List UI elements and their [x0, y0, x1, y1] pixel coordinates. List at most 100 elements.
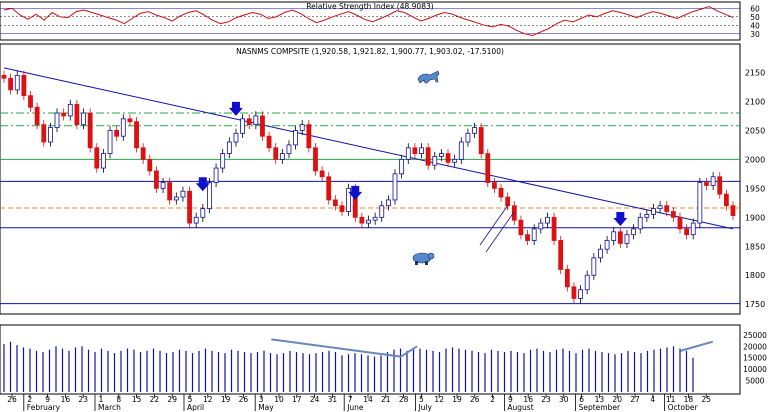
day-tick-label: 2: [490, 395, 495, 404]
day-tick-label: 26: [239, 395, 249, 404]
candlestick: [107, 125, 113, 159]
volume-trend-line: [271, 338, 402, 358]
day-tick-label: 13: [595, 395, 605, 404]
candlestick: [478, 122, 484, 159]
day-tick-label: 11: [666, 395, 676, 404]
rsi-tick-label: 30: [750, 30, 760, 39]
candlestick: [604, 235, 610, 254]
candlestick: [47, 122, 53, 147]
candlestick: [253, 111, 259, 130]
trendline: [3, 67, 734, 230]
candlestick: [372, 212, 378, 225]
candlestick: [147, 154, 153, 176]
rsi-title: Relative Strength Index (48.9083): [306, 2, 433, 11]
day-tick-label: 29: [167, 395, 177, 404]
day-tick-label: 10: [274, 395, 284, 404]
candlestick: [465, 128, 471, 147]
price-tick-label: 1900: [745, 213, 765, 222]
candlestick: [240, 114, 245, 138]
candlestick: [67, 99, 73, 121]
candlestick: [359, 212, 365, 228]
candlestick: [293, 125, 299, 150]
day-tick-label: 18: [684, 395, 694, 404]
candlestick: [1, 70, 7, 83]
down-arrow-icon: [195, 177, 210, 192]
candlestick: [306, 119, 312, 153]
candlestick: [538, 218, 544, 234]
month-label: July: [417, 403, 432, 412]
candlestick: [220, 148, 226, 173]
candlestick: [299, 119, 305, 136]
candlestick: [704, 177, 709, 191]
day-tick-label: 1: [99, 395, 104, 404]
candlestick: [438, 148, 444, 162]
candlestick: [445, 148, 451, 167]
candlestick: [74, 99, 80, 130]
day-tick-label: 12: [434, 395, 444, 404]
candlestick: [8, 73, 14, 95]
day-tick-label: 14: [363, 395, 373, 404]
candlestick: [664, 201, 670, 217]
candlestick: [180, 186, 186, 202]
candlestick: [87, 108, 93, 153]
day-tick-label: 30: [559, 395, 569, 404]
day-tick-label: 15: [132, 395, 142, 404]
candlestick: [193, 212, 199, 228]
candlestick: [710, 172, 716, 191]
day-tick-label: 17: [292, 395, 302, 404]
rsi-tick-label: 60: [750, 4, 760, 13]
candlestick: [684, 224, 690, 240]
candlestick: [213, 163, 219, 188]
day-tick-label: 27: [630, 395, 640, 404]
candlestick: [41, 119, 47, 147]
candlestick: [366, 215, 371, 228]
day-tick-label: 28: [399, 395, 409, 404]
candlestick: [730, 201, 736, 221]
rsi-panel: Relative Strength Index (48.9083) 605040…: [0, 1, 760, 41]
volume-trend-line: [400, 345, 418, 358]
candlestick: [518, 215, 524, 240]
channel-line-upper: [479, 204, 509, 246]
x-axis: 26 2 9 16 23 1 8 15 22 29 5 12 19 26 3 10 17 24 31 7 14 21 28 5…: [0, 393, 740, 412]
day-tick-label: 19: [221, 395, 231, 404]
candlestick: [94, 143, 100, 173]
price-tick-label: 1750: [745, 300, 765, 309]
candlestick: [319, 166, 325, 182]
candlestick: [419, 143, 424, 159]
bull-icon: [417, 70, 440, 84]
candlestick: [498, 183, 504, 202]
month-label: March: [98, 403, 121, 412]
candlestick: [61, 108, 67, 121]
day-tick-label: 7: [348, 395, 353, 404]
candlestick: [584, 270, 590, 295]
day-tick-label: 2: [27, 395, 32, 404]
candlestick: [101, 148, 106, 173]
month-label: August: [507, 403, 533, 412]
price-tick-label: 2150: [745, 68, 765, 77]
candlestick: [511, 201, 517, 225]
day-tick-label: 23: [78, 395, 88, 404]
price-tick-label: 1800: [745, 271, 765, 280]
day-tick-label: 4: [650, 395, 655, 404]
volume-tick-label: 25000: [743, 331, 767, 340]
day-tick-label: 24: [310, 395, 320, 404]
candlestick: [531, 224, 537, 246]
candlestick: [578, 285, 583, 304]
volume-tick-label: 20000: [743, 342, 767, 351]
day-tick-label: 23: [541, 395, 551, 404]
volume-frame: [0, 324, 741, 395]
day-tick-label: 16: [523, 395, 533, 404]
price-panel: NASNMS COMPSITE (1,920.58, 1,921.82, 1,9…: [0, 43, 765, 315]
price-tick-label: 2050: [745, 126, 765, 135]
candlestick: [425, 143, 431, 170]
candlestick: [21, 70, 27, 101]
channel-line-lower: [485, 211, 515, 253]
candlestick: [492, 177, 497, 193]
candlestick: [260, 111, 265, 141]
candlestick: [154, 166, 159, 193]
candlestick: [14, 70, 20, 95]
day-tick-label: 8: [116, 395, 121, 404]
volume-tick-label: 5000: [745, 377, 764, 386]
